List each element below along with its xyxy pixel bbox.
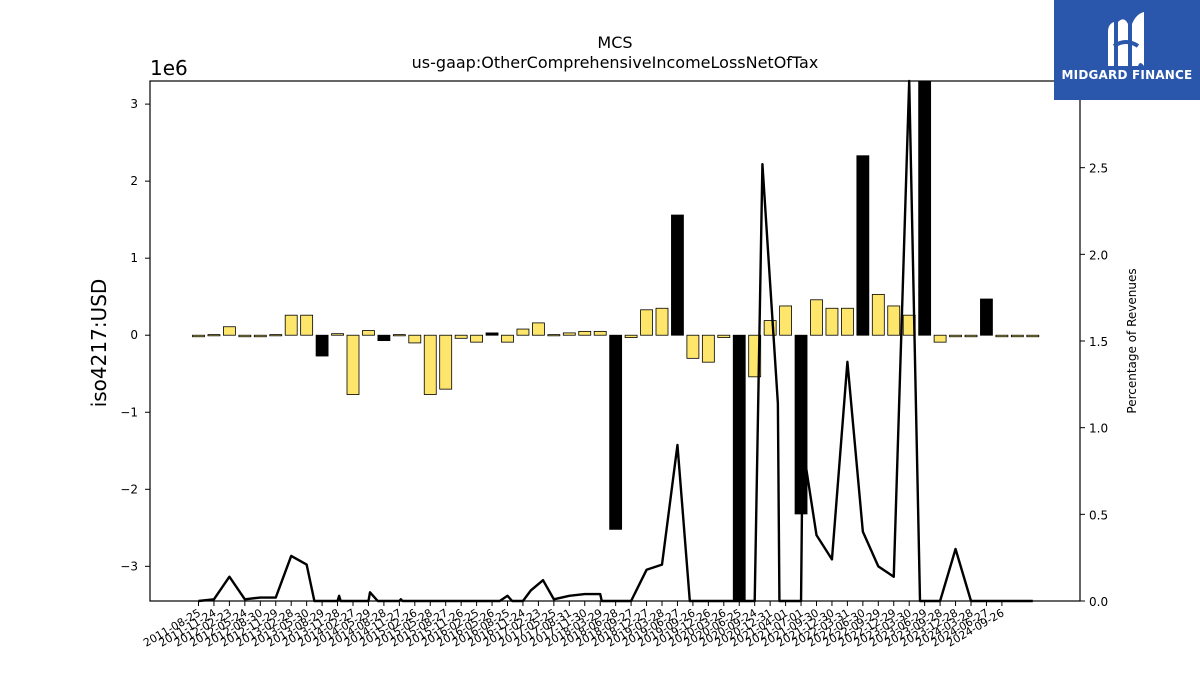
y-axis-label: iso4217:USD	[87, 279, 111, 408]
bar-2020-03-26	[717, 334, 731, 338]
bar-2019-06-27	[671, 214, 684, 336]
bar-2016-02-25	[470, 334, 484, 343]
bar-2023-06-29	[918, 80, 932, 336]
bar-2014-08-28	[377, 334, 391, 342]
plot-frame	[149, 80, 1081, 602]
bar-2021-09-30	[810, 299, 823, 336]
bar-2014-11-27	[392, 334, 406, 337]
bar-2011-11-24	[207, 334, 221, 337]
bar-2017-02-23	[532, 322, 545, 336]
bar-2019-03-28	[655, 307, 669, 336]
secondary-y-axis-label: Percentage of Revenues	[1125, 268, 1139, 413]
bar-2015-11-26	[454, 334, 468, 339]
bars-layer	[192, 80, 1040, 602]
bar-2018-12-27	[640, 309, 653, 336]
y-tick-label: 2	[130, 174, 138, 188]
bar-2018-06-28	[609, 334, 623, 530]
axes-layer: −3−2−101230.00.51.01.52.02.53.02011-08-2…	[120, 75, 1108, 650]
bar-2015-08-27	[439, 334, 453, 390]
bar-2011-08-25	[192, 334, 205, 338]
bar-undefined	[1026, 334, 1040, 338]
bar-2016-05-26	[485, 332, 499, 336]
y-tick-label: −3	[120, 559, 138, 573]
bar-2012-05-24	[238, 334, 252, 338]
bar-2017-08-31	[562, 332, 576, 336]
y2-tick-label: 2.5	[1089, 162, 1108, 176]
bar-undefined	[1010, 334, 1024, 338]
bar-2024-06-27	[980, 298, 993, 336]
midgard-logo-icon	[1108, 12, 1144, 66]
bar-2012-08-30	[253, 334, 267, 338]
bar-2022-03-31	[841, 307, 854, 336]
bar-2017-11-30	[578, 330, 592, 336]
bar-2019-09-26	[686, 334, 700, 359]
bar-2019-12-26	[701, 334, 715, 363]
bar-2021-12-30	[825, 307, 839, 336]
y-tick-label: 1	[130, 251, 138, 265]
y-tick-label: 3	[130, 97, 138, 111]
bar-2022-12-29	[887, 305, 901, 336]
bar-2023-12-28	[949, 334, 962, 338]
bar-2012-11-29	[269, 334, 283, 337]
y-axis-offset-label: 1e6	[150, 56, 188, 80]
y-tick-label: −1	[120, 405, 138, 419]
y-tick-label: −2	[120, 482, 138, 496]
bar-2021-04-01	[779, 305, 792, 336]
bar-2020-06-25	[732, 334, 746, 602]
y2-tick-label: 0.5	[1089, 508, 1108, 522]
bar-2018-03-29	[593, 330, 607, 336]
bar-2015-05-28	[423, 334, 437, 395]
bar-2023-09-28	[933, 334, 947, 343]
bar-2013-02-28	[284, 314, 298, 336]
y-tick-label: 0	[130, 328, 138, 342]
bar-2012-02-23	[222, 326, 236, 336]
bar-2016-11-24	[516, 328, 530, 336]
bar-2013-11-28	[331, 333, 344, 336]
y2-tick-label: 2.0	[1089, 248, 1108, 262]
bar-2022-06-30	[856, 155, 870, 336]
bar-2016-08-25	[501, 334, 514, 343]
brand-name: MIDGARD FINANCE	[1061, 68, 1193, 82]
bar-2018-09-27	[624, 334, 638, 338]
bar-2024-03-28	[964, 334, 978, 338]
bar-2014-05-29	[362, 330, 375, 336]
y2-tick-label: 1.0	[1089, 422, 1108, 436]
chart-title: MCS	[597, 33, 632, 52]
bar-2014-02-27	[346, 334, 360, 395]
bar-2013-08-29	[315, 334, 329, 357]
bar-2017-05-25	[547, 334, 561, 337]
y2-tick-label: 1.5	[1089, 335, 1108, 349]
bar-2024-09-26	[995, 334, 1009, 338]
chart-subtitle: us-gaap:OtherComprehensiveIncomeLossNetO…	[412, 53, 819, 72]
y2-tick-label: 0.0	[1089, 595, 1108, 609]
bar-2022-09-29	[871, 293, 885, 336]
bar-2013-05-30	[300, 314, 314, 336]
bar-2015-02-26	[408, 334, 422, 344]
